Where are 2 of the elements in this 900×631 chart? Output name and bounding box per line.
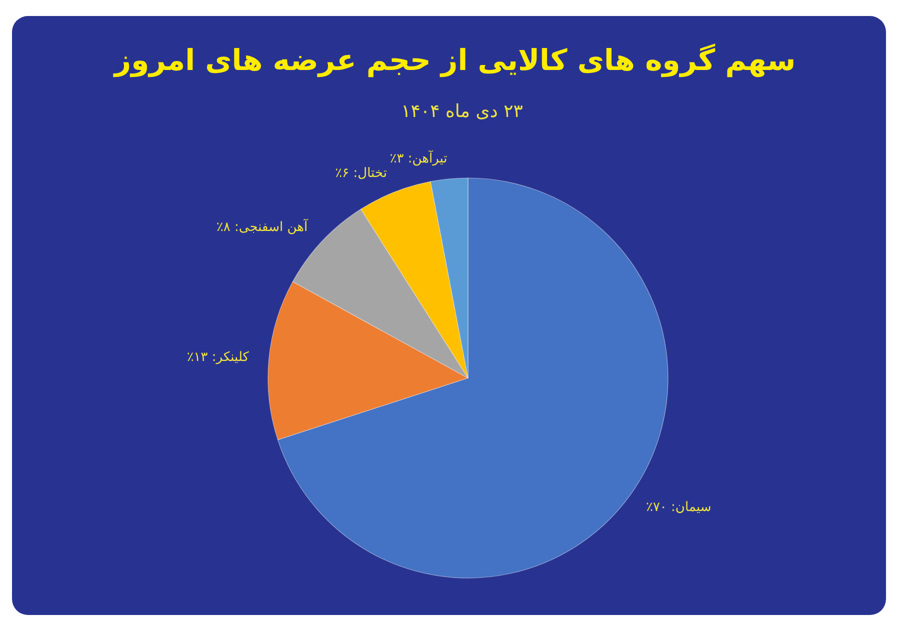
title: سهم گروه های کالایی از حجم عرضه های امروز — [114, 42, 796, 77]
subtitle: ۲۳ دی ماه ۱۴۰۴ — [401, 100, 523, 122]
